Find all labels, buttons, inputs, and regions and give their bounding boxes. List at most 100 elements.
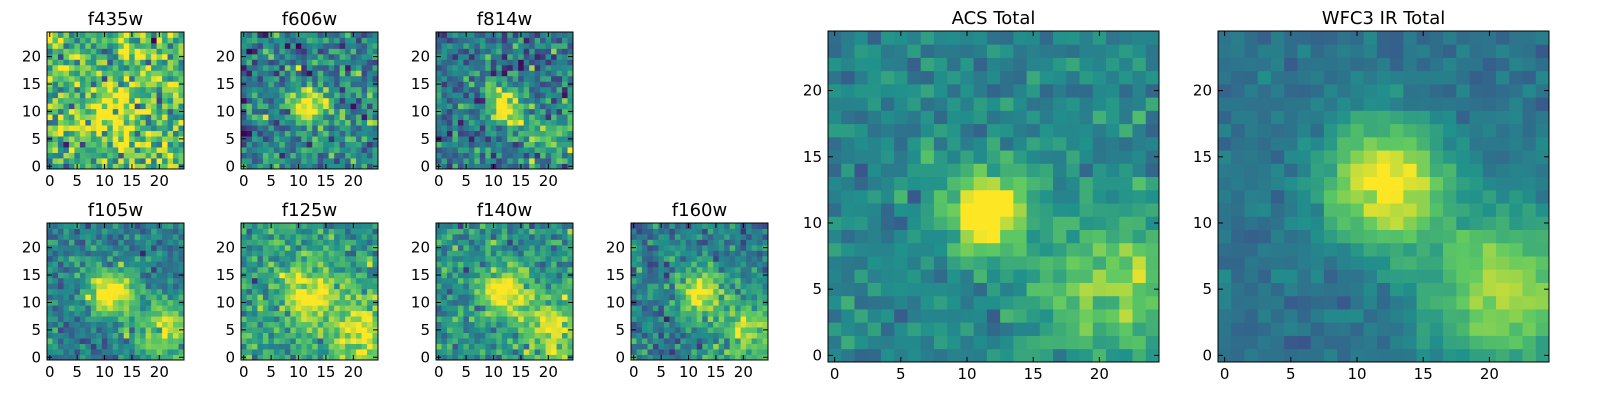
pixel xyxy=(457,147,464,153)
pixel xyxy=(52,244,59,251)
pixel xyxy=(52,294,59,301)
pixel xyxy=(529,136,536,142)
pixel xyxy=(920,348,935,363)
pixel xyxy=(545,327,552,333)
pixel xyxy=(140,294,147,301)
pixel xyxy=(441,338,448,344)
pixel xyxy=(90,53,97,60)
pixel xyxy=(173,223,179,229)
pixel xyxy=(724,255,731,262)
pixel xyxy=(96,119,103,126)
pixel xyxy=(468,70,475,77)
pixel xyxy=(257,37,264,44)
pixel xyxy=(107,283,114,290)
pixel xyxy=(151,119,157,126)
pixel xyxy=(468,250,475,257)
pixel xyxy=(334,288,341,295)
pixel xyxy=(1013,322,1027,336)
pixel xyxy=(334,130,341,137)
pixel xyxy=(162,32,168,38)
pixel xyxy=(1000,295,1014,310)
pixel xyxy=(162,223,168,229)
pixel xyxy=(1132,216,1147,230)
pixel xyxy=(986,256,1001,270)
pixel xyxy=(334,283,341,290)
pixel xyxy=(512,86,519,93)
pixel xyxy=(446,261,453,268)
pixel xyxy=(636,277,643,284)
pixel xyxy=(1026,203,1041,217)
pixel xyxy=(735,316,741,323)
pixel xyxy=(534,59,541,66)
pixel xyxy=(68,305,75,312)
pixel xyxy=(501,338,508,344)
pixel xyxy=(702,261,709,268)
pixel xyxy=(107,327,114,333)
pixel xyxy=(947,150,961,164)
pixel xyxy=(79,103,86,110)
pixel xyxy=(90,108,97,115)
pixel xyxy=(312,343,319,350)
pixel xyxy=(551,103,557,110)
pixel xyxy=(273,152,280,159)
pixel xyxy=(691,244,698,251)
pixel xyxy=(669,294,676,301)
pixel xyxy=(652,338,659,344)
pixel xyxy=(523,147,530,153)
pixel xyxy=(241,310,247,317)
pixel xyxy=(436,332,442,339)
pixel xyxy=(907,189,922,204)
pixel xyxy=(757,349,763,355)
pixel xyxy=(134,354,141,361)
pixel xyxy=(74,244,81,251)
pixel xyxy=(345,64,351,71)
pixel xyxy=(262,125,269,132)
pixel xyxy=(1145,309,1160,323)
pixel xyxy=(295,37,302,44)
pixel xyxy=(479,272,486,279)
pixel xyxy=(463,42,470,49)
x-tick-label: 10 xyxy=(484,172,503,190)
pixel xyxy=(534,141,541,148)
pixel xyxy=(257,125,264,132)
pixel xyxy=(556,119,563,126)
pixel xyxy=(257,233,264,240)
pixel xyxy=(90,272,97,279)
pixel xyxy=(156,332,163,339)
pixel xyxy=(702,228,709,235)
pixel xyxy=(518,75,525,82)
pixel xyxy=(328,75,335,82)
pixel xyxy=(306,266,313,273)
pixel xyxy=(880,269,895,283)
pixel xyxy=(350,37,357,44)
pixel xyxy=(436,239,442,246)
pixel xyxy=(1079,189,1094,204)
pixel xyxy=(518,288,525,295)
pixel xyxy=(757,277,763,284)
pixel xyxy=(140,86,147,93)
pixel xyxy=(339,125,346,132)
pixel xyxy=(345,233,351,240)
pixel xyxy=(452,250,459,257)
pixel xyxy=(145,288,152,295)
pixel xyxy=(724,294,731,301)
pixel xyxy=(52,59,59,66)
pixel xyxy=(151,37,157,44)
axes-frame xyxy=(240,31,379,170)
pixel xyxy=(828,189,842,204)
pixel xyxy=(490,239,497,246)
pixel xyxy=(724,261,731,268)
pixel xyxy=(123,310,130,317)
pixel xyxy=(301,163,308,170)
pixel xyxy=(551,136,557,142)
pixel xyxy=(118,338,125,344)
pixel xyxy=(246,299,253,306)
pixel xyxy=(96,294,103,301)
pixel xyxy=(129,250,136,257)
pixel xyxy=(268,103,275,110)
pixel xyxy=(306,283,313,290)
pixel xyxy=(446,92,453,99)
pixel xyxy=(501,75,508,82)
pixel xyxy=(312,141,319,148)
